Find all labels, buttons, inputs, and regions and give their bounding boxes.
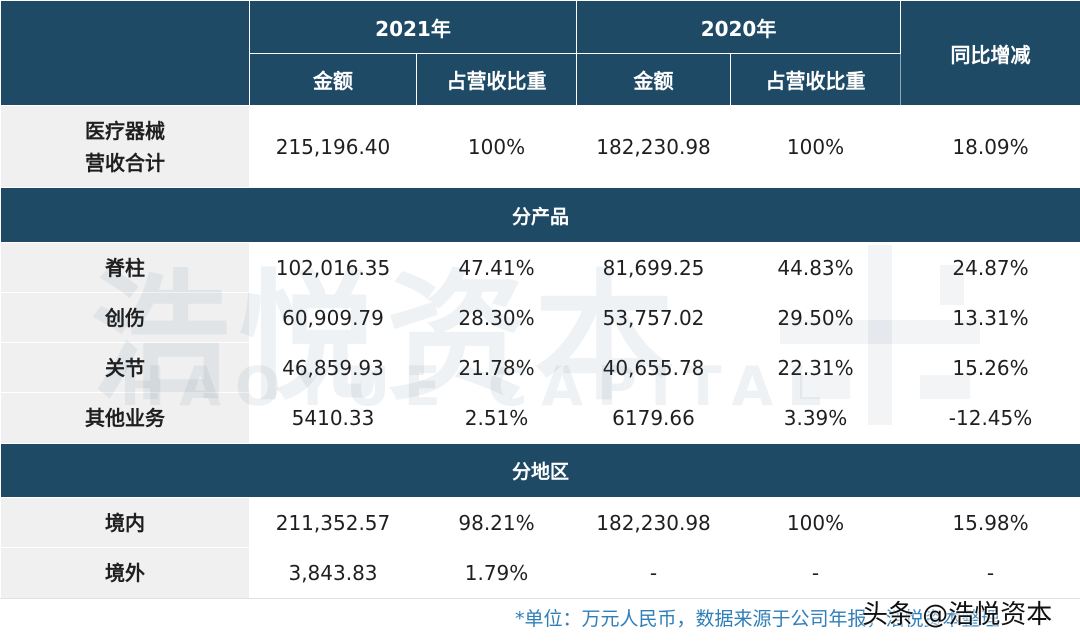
total-yoy: 18.09% — [900, 105, 1080, 188]
share-2021: 2.51% — [415, 392, 578, 444]
yoy-change: - — [900, 547, 1080, 599]
section-region-title: 分地区 — [0, 443, 1080, 498]
table-row: 其他业务 5410.33 2.51% 6179.66 3.39% -12.45% — [0, 392, 1080, 444]
amount-2020: - — [576, 547, 732, 599]
yoy-change: 15.26% — [900, 342, 1080, 393]
section-product-row: 分产品 — [0, 187, 1080, 243]
amount-2020: 81,699.25 — [576, 242, 732, 293]
yoy-change: 13.31% — [900, 292, 1080, 343]
header-yoy: 同比增减 — [900, 0, 1080, 106]
table-row: 境外 3,843.83 1.79% - - - — [0, 547, 1080, 599]
total-share-2021: 100% — [415, 105, 578, 188]
share-2020: - — [730, 547, 902, 599]
header-amount-2020: 金额 — [576, 53, 732, 106]
yoy-change: -12.45% — [900, 392, 1080, 444]
share-2021: 21.78% — [415, 342, 578, 393]
row-label: 创伤 — [0, 292, 250, 343]
amount-2020: 40,655.78 — [576, 342, 732, 393]
total-row: 医疗器械 营收合计 215,196.40 100% 182,230.98 100… — [0, 105, 1080, 188]
amount-2021: 3,843.83 — [249, 547, 417, 599]
share-2020: 22.31% — [730, 342, 902, 393]
total-row-label: 医疗器械 营收合计 — [0, 105, 250, 188]
share-2020: 44.83% — [730, 242, 902, 293]
section-region-row: 分地区 — [0, 443, 1080, 498]
header-row-metrics: 金额 占营收比重 金额 占营收比重 — [1, 53, 1080, 106]
header-share-2021: 占营收比重 — [415, 53, 578, 106]
table-row: 脊柱 102,016.35 47.41% 81,699.25 44.83% 24… — [0, 242, 1080, 293]
header-year-2021: 2021年 — [248, 0, 578, 54]
share-2021: 98.21% — [415, 497, 578, 548]
yoy-change: 15.98% — [900, 497, 1080, 548]
row-label: 境内 — [0, 497, 250, 548]
header-corner — [0, 0, 250, 106]
amount-2021: 60,909.79 — [249, 292, 417, 343]
source-footnote: *单位：万元人民币，数据来源于公司年报，浩悦资本整理 — [515, 608, 1000, 630]
platform-watermark: 头条 @浩悦资本 — [862, 600, 1053, 630]
amount-2020: 182,230.98 — [576, 497, 732, 548]
amount-2021: 211,352.57 — [249, 497, 417, 548]
header-share-2020: 占营收比重 — [730, 53, 902, 106]
total-amount-2021: 215,196.40 — [249, 105, 417, 188]
total-label-line1: 医疗器械 — [85, 118, 165, 143]
share-2020: 100% — [730, 497, 902, 548]
amount-2020: 53,757.02 — [576, 292, 732, 343]
amount-2020: 6179.66 — [576, 392, 732, 444]
revenue-table: 2021年 2020年 同比增减 金额 占营收比重 金额 占营收比重 医疗器械 … — [0, 0, 1080, 599]
table-row: 关节 46,859.93 21.78% 40,655.78 22.31% 15.… — [0, 342, 1080, 393]
share-2020: 3.39% — [730, 392, 902, 444]
share-2021: 28.30% — [415, 292, 578, 343]
row-label: 境外 — [0, 547, 250, 599]
share-2021: 1.79% — [415, 547, 578, 599]
total-amount-2020: 182,230.98 — [576, 105, 732, 188]
row-label: 关节 — [0, 342, 250, 393]
amount-2021: 102,016.35 — [249, 242, 417, 293]
share-2020: 29.50% — [730, 292, 902, 343]
header-amount-2021: 金额 — [249, 53, 417, 106]
table-row: 境内 211,352.57 98.21% 182,230.98 100% 15.… — [0, 497, 1080, 548]
total-share-2020: 100% — [730, 105, 902, 188]
amount-2021: 5410.33 — [249, 392, 417, 444]
total-label-line2: 营收合计 — [85, 150, 165, 175]
yoy-change: 24.87% — [900, 242, 1080, 293]
row-label: 其他业务 — [0, 392, 250, 444]
row-label: 脊柱 — [0, 242, 250, 293]
section-product-title: 分产品 — [0, 187, 1080, 243]
header-year-2020: 2020年 — [576, 0, 902, 54]
amount-2021: 46,859.93 — [249, 342, 417, 393]
table-row: 创伤 60,909.79 28.30% 53,757.02 29.50% 13.… — [0, 292, 1080, 343]
share-2021: 47.41% — [415, 242, 578, 293]
header-row-years: 2021年 2020年 同比增减 — [0, 0, 1080, 106]
